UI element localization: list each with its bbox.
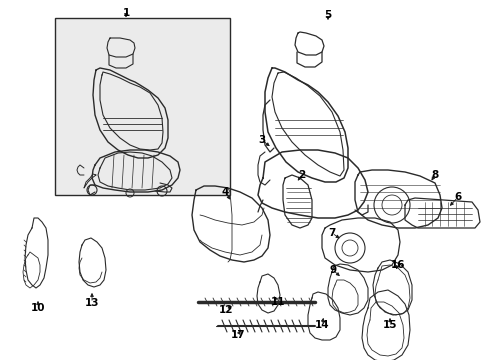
Text: 7: 7: [327, 228, 335, 238]
Text: 5: 5: [324, 10, 331, 20]
Text: 9: 9: [329, 265, 336, 275]
Text: 11: 11: [270, 297, 285, 307]
Text: 15: 15: [382, 320, 396, 330]
Text: 8: 8: [430, 170, 438, 180]
Text: 1: 1: [122, 8, 129, 18]
Text: 2: 2: [298, 170, 305, 180]
Text: 12: 12: [218, 305, 233, 315]
Text: 3: 3: [258, 135, 265, 145]
Bar: [55, 18, 229, 195]
Text: 6: 6: [453, 192, 461, 202]
Text: 4: 4: [221, 187, 228, 197]
Text: 13: 13: [84, 298, 99, 308]
Text: 14: 14: [314, 320, 328, 330]
Text: 16: 16: [390, 260, 405, 270]
Text: 10: 10: [31, 303, 45, 313]
Text: 17: 17: [230, 330, 245, 340]
